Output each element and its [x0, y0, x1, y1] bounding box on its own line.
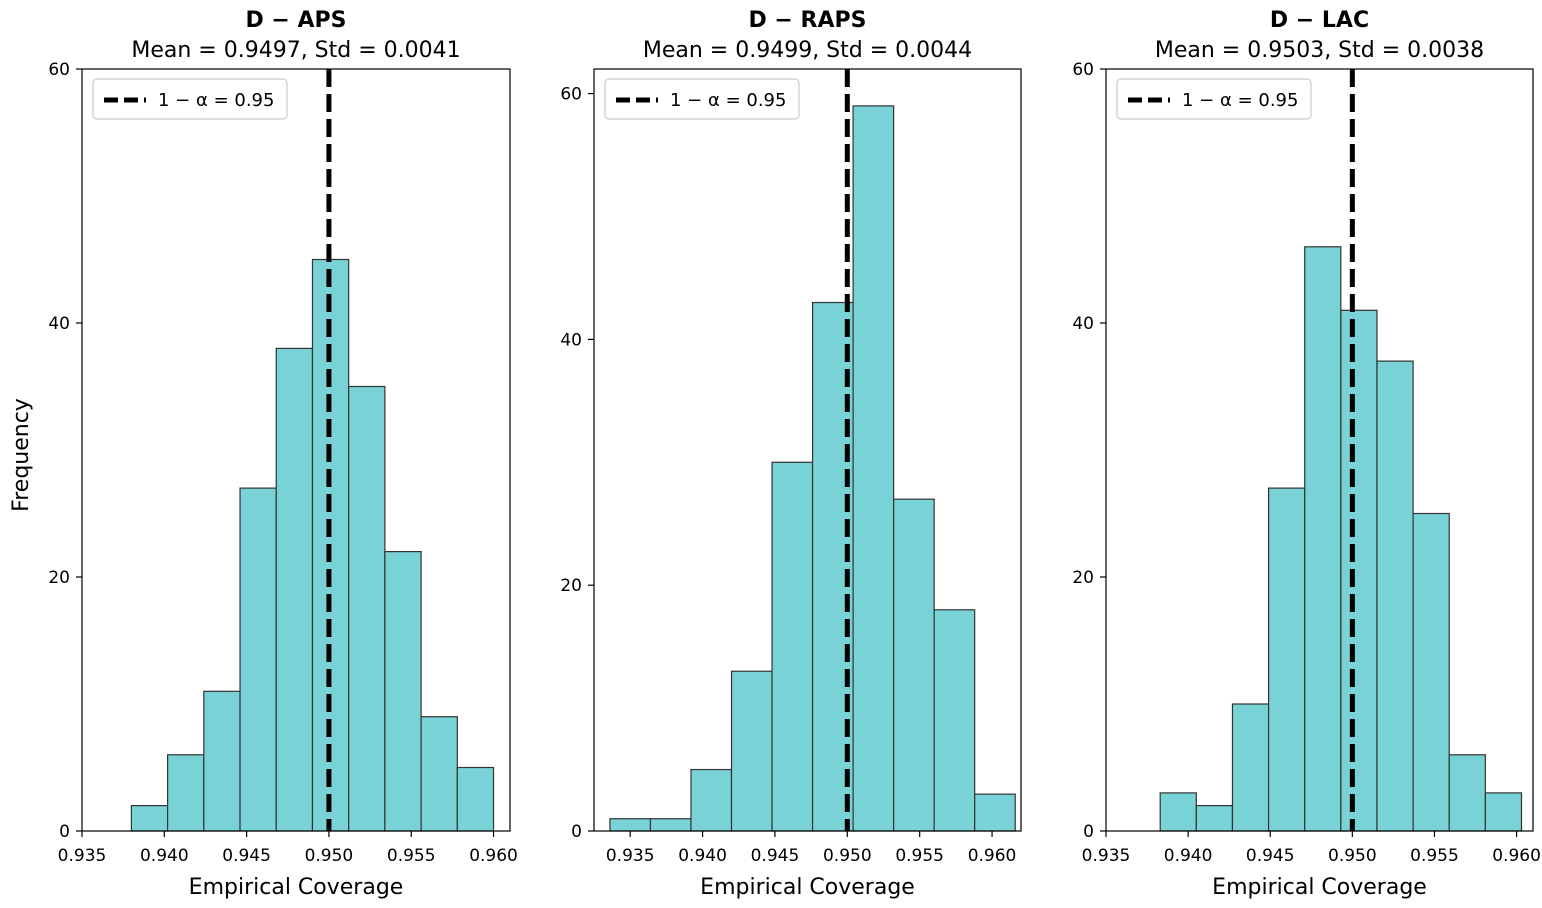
- histogram-bar: [690, 768, 733, 832]
- histogram-bar: [420, 716, 458, 832]
- y-tick-label: 0: [571, 822, 582, 842]
- x-tick-label: 0.935: [58, 846, 107, 866]
- histogram-bar: [1376, 360, 1414, 832]
- y-tick-label: 20: [1072, 568, 1094, 588]
- histogram-bar: [348, 385, 386, 832]
- histogram-bar: [1484, 792, 1523, 832]
- chart-panel-1: D − APS Mean = 0.9497, Std = 0.0041 0.935 0…: [48, 8, 518, 900]
- histogram-bar: [933, 609, 976, 832]
- histogram-bar: [456, 766, 495, 832]
- histogram-bar: [1448, 754, 1486, 832]
- chart-subtitle: Mean = 0.9497, Std = 0.0041: [131, 38, 460, 63]
- y-tick-label: 0: [1083, 822, 1094, 842]
- x-tick-label: 0.955: [1410, 846, 1459, 866]
- histogram-bar: [1340, 309, 1378, 832]
- y-tick-label: 60: [560, 85, 582, 105]
- x-axis-label: Empirical Coverage: [189, 875, 404, 900]
- histogram-bar: [893, 498, 935, 832]
- x-tick-label: 0.950: [1328, 846, 1377, 866]
- histogram-bar: [649, 818, 692, 832]
- legend: 1 − α = 0.95: [92, 78, 288, 120]
- x-tick-label: 0.940: [1164, 846, 1213, 866]
- legend-label: 1 − α = 0.95: [670, 90, 786, 111]
- x-tick-label: 0.935: [1082, 846, 1131, 866]
- histogram-bar: [1412, 512, 1450, 832]
- chart-title: D − RAPS: [749, 8, 867, 33]
- x-tick-label: 0.950: [305, 846, 354, 866]
- histogram-bar: [1267, 487, 1306, 832]
- y-tick-label: 20: [48, 568, 70, 588]
- y-tick-label: 0: [59, 822, 70, 842]
- x-axis-label: Empirical Coverage: [1212, 875, 1427, 900]
- chart-title: D − APS: [245, 8, 346, 33]
- legend-box: [604, 78, 800, 120]
- chart-subtitle: Mean = 0.9503, Std = 0.0038: [1155, 38, 1484, 63]
- legend-box: [92, 78, 288, 120]
- y-tick-label: 40: [560, 330, 582, 350]
- axes-frame: [1105, 68, 1534, 832]
- y-tick-label: 60: [48, 60, 70, 80]
- x-axis-label: Empirical Coverage: [700, 875, 915, 900]
- histogram-bar: [1231, 703, 1270, 832]
- histogram-bar: [130, 804, 169, 832]
- histogram-bar: [771, 461, 814, 832]
- histogram-bar: [730, 670, 773, 832]
- x-tick-label: 0.955: [387, 846, 436, 866]
- x-tick-label: 0.960: [469, 846, 518, 866]
- chart-title: D − LAC: [1270, 8, 1369, 33]
- y-tick-label: 60: [1072, 60, 1094, 80]
- histogram-bar: [609, 818, 652, 832]
- chart-panels: D − APS Mean = 0.9497, Std = 0.0041 0.935 0…: [48, 8, 1541, 900]
- chart-panel-3: D − LAC Mean = 0.9503, Std = 0.0038 0.935 0…: [1072, 8, 1541, 900]
- histogram-bar: [1195, 804, 1234, 832]
- legend-label: 1 − α = 0.95: [1182, 90, 1298, 111]
- axes-frame: [593, 68, 1022, 832]
- chart-panel-2: D − RAPS Mean = 0.9499, Std = 0.0044 0.935…: [560, 8, 1022, 900]
- legend: 1 − α = 0.95: [604, 78, 800, 120]
- x-tick-label: 0.950: [823, 846, 872, 866]
- x-tick-label: 0.940: [678, 846, 727, 866]
- y-tick-label: 20: [560, 576, 582, 596]
- x-tick-label: 0.945: [222, 846, 271, 866]
- histogram-bar: [203, 690, 241, 832]
- histogram-bar: [275, 347, 314, 832]
- legend-box: [1116, 78, 1312, 120]
- x-tick-label: 0.960: [1492, 846, 1541, 866]
- legend-label: 1 − α = 0.95: [158, 90, 274, 111]
- x-tick-label: 0.955: [895, 846, 944, 866]
- x-tick-label: 0.935: [606, 846, 655, 866]
- y-tick-label: 40: [1072, 314, 1094, 334]
- histogram-bar: [384, 550, 422, 832]
- y-tick-label: 40: [48, 314, 70, 334]
- histogram-bar: [1304, 246, 1342, 832]
- chart-subtitle: Mean = 0.9499, Std = 0.0044: [643, 38, 972, 63]
- axes-frame: [81, 68, 511, 832]
- legend: 1 − α = 0.95: [1116, 78, 1312, 120]
- histogram-bar: [974, 793, 1016, 832]
- x-tick-label: 0.940: [140, 846, 189, 866]
- figure-ylabel: Frequency: [9, 398, 34, 512]
- histogram-bar: [1159, 792, 1197, 832]
- x-tick-label: 0.945: [1246, 846, 1295, 866]
- histogram-bar: [239, 487, 277, 832]
- histogram-bar: [852, 105, 895, 832]
- x-tick-label: 0.945: [751, 846, 800, 866]
- histogram-bar: [167, 754, 205, 832]
- x-tick-label: 0.960: [968, 846, 1017, 866]
